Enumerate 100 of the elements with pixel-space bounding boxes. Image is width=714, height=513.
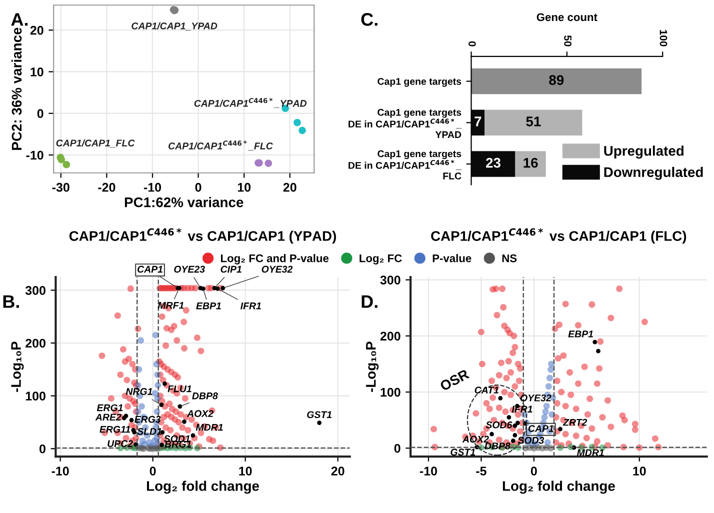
legend-label: NS — [502, 254, 517, 262]
point — [160, 442, 164, 448]
annotation: OYE23 — [174, 266, 205, 273]
point — [220, 286, 226, 290]
x-axis-title: Log₂ fold change — [502, 480, 615, 494]
point — [138, 403, 145, 410]
x-tick-label: -10 — [420, 466, 437, 476]
data-label: 51 — [526, 116, 541, 126]
annotation: IFR1 — [240, 302, 261, 310]
x-axis-title: Log₂ fold change — [147, 480, 260, 494]
point — [294, 118, 301, 126]
legend-label: Upregulated — [604, 146, 684, 159]
annotation: FLU1 — [168, 385, 192, 392]
y-tick-label: Cap1 gene targets DE in CAP1/CAP1$^{C446*}$_ FLC — [348, 150, 462, 180]
y-tick-label: Cap1 gene targets DE in CAP1/CAP1$^{C446*}$_ YPAD — [348, 108, 462, 138]
point — [132, 430, 137, 434]
annotation: CAP1 — [528, 425, 554, 432]
x-axis-title: Gene count — [536, 13, 598, 22]
y-axis-title: -Log₁₀P — [366, 342, 379, 392]
annotation: SOD6 — [486, 421, 512, 428]
annotation: OYE32 — [520, 394, 552, 402]
annotation: AOX2 — [186, 410, 214, 418]
point — [138, 337, 144, 344]
x-tick-label: 10 — [239, 466, 252, 476]
data-label: 23 — [486, 158, 500, 168]
text: D. — [362, 295, 378, 308]
text: A. — [11, 13, 28, 26]
annotation: UPC2 — [108, 440, 133, 448]
point — [159, 402, 164, 408]
text: B. — [3, 295, 19, 308]
x-axis-title: PC1:62% variance — [124, 197, 244, 208]
annotation: GST1 — [307, 411, 332, 418]
x-tick-label: -10 — [144, 182, 162, 192]
point — [498, 396, 503, 400]
x-tick-label: 20 — [283, 182, 296, 192]
chart-title: CAP1/CAP1$^{C446*}$ vs CAP1/CAP1 (FLC) — [431, 228, 686, 244]
point — [515, 420, 520, 426]
x-tick-label: -30 — [52, 182, 70, 192]
data-label: 7 — [474, 116, 482, 126]
annotation: ERG1 — [96, 404, 123, 412]
point — [546, 374, 553, 382]
data-label: 16 — [524, 158, 538, 168]
x-tick-label: 20 — [331, 466, 344, 476]
annotation: ARE2 — [95, 414, 122, 421]
annotation: GST1 — [450, 448, 476, 456]
series-label: CAP1/CAP1$^{C446*}$_YPAD — [194, 98, 307, 108]
y-tick-label: 300 — [25, 286, 46, 295]
point — [215, 286, 220, 291]
y-axis-title: PC2: 36% variance — [11, 28, 22, 150]
annotation: MDR1 — [196, 424, 223, 431]
y-tick-label: 10 — [30, 68, 44, 76]
point — [510, 438, 516, 444]
y-tick-label: 200 — [26, 338, 46, 348]
series-label: CAP1/CAP1_YPAD — [132, 22, 218, 30]
x-tick-label: 0 — [150, 466, 156, 476]
annotation: DBP8 — [192, 392, 218, 400]
annotation: ZRT2 — [562, 418, 588, 426]
annotation: CAT1 — [474, 386, 498, 394]
legend-label: Log₂ FC — [360, 254, 402, 264]
annotation: EBP1 — [196, 302, 221, 310]
y-axis-title: -Log₁₀P — [11, 342, 24, 392]
series-label: CAP1/CAP1$^{C446*}$_FLC — [168, 140, 273, 151]
annotation: MDR1 — [576, 449, 604, 456]
y-tick-label: 100 — [380, 388, 400, 397]
point — [543, 402, 550, 410]
point — [596, 348, 600, 354]
y-tick-label: 0 — [40, 444, 46, 454]
y-tick-label: 100 — [26, 392, 46, 400]
annotation: NRG1 — [126, 388, 152, 395]
x-tick-label: -10 — [52, 466, 69, 476]
annotation: OSR — [439, 368, 470, 392]
bar — [515, 151, 546, 177]
bar — [484, 110, 582, 136]
point — [62, 160, 70, 168]
point — [512, 433, 518, 438]
point — [548, 360, 555, 368]
y-tick-label: Cap1 gene targets — [378, 78, 462, 87]
annotation: SLD1 — [137, 428, 162, 435]
annotation: ERG3 — [134, 416, 161, 423]
point — [264, 160, 272, 167]
point — [490, 432, 494, 436]
y-tick-label: -10 — [26, 150, 44, 160]
y-tick-label: 0 — [37, 109, 44, 118]
point — [545, 383, 552, 390]
chart-title: CAP1/CAP1$^{C446*}$ vs CAP1/CAP1 (YPAD) — [69, 228, 336, 244]
x-tick-label: 0 — [468, 41, 476, 46]
annotation: MRF1 — [158, 302, 184, 309]
point — [182, 420, 186, 424]
annotation: CIP1 — [220, 266, 242, 273]
legend-label: Downregulated — [604, 166, 703, 180]
y-tick-label: 20 — [30, 26, 44, 35]
x-tick-label: -20 — [98, 182, 116, 192]
point — [317, 420, 322, 425]
y-tick-label: 300 — [380, 276, 400, 284]
point — [542, 408, 549, 415]
annotation: OYE32 — [262, 266, 293, 273]
annotation: EBP1 — [568, 330, 593, 338]
x-tick-label: 10 — [633, 466, 646, 476]
x-tick-label: 10 — [238, 182, 251, 192]
annotation: CAP1 — [138, 266, 162, 273]
